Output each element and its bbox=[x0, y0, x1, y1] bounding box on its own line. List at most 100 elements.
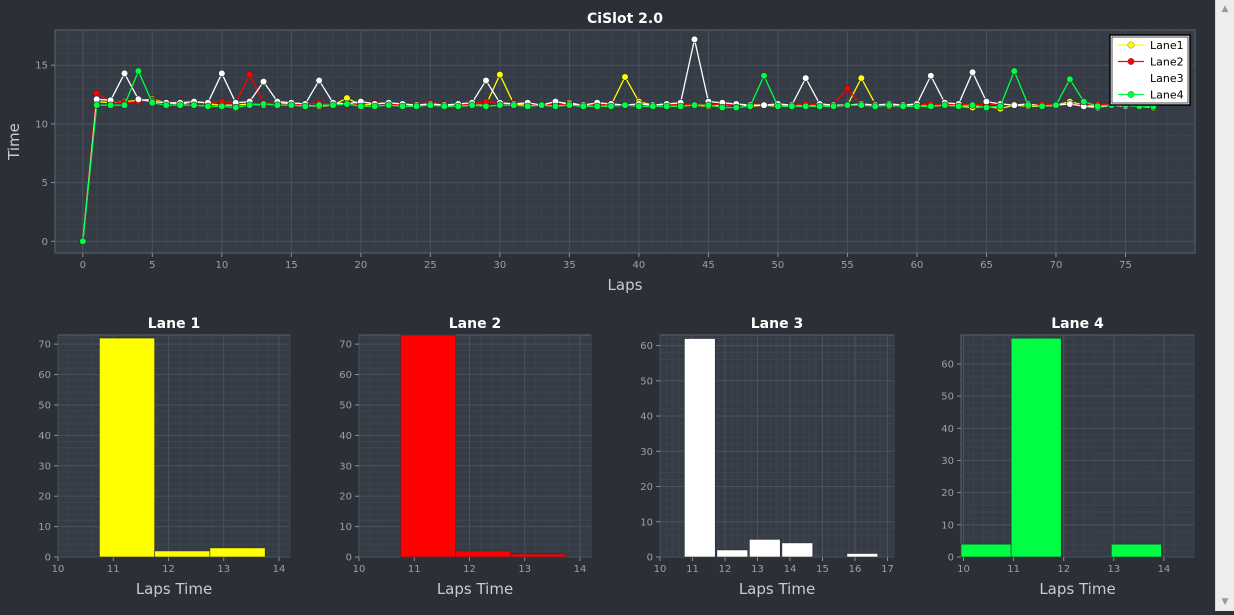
y-tick-label: 60 bbox=[640, 341, 653, 352]
y-tick-label: 10 bbox=[640, 517, 653, 528]
legend-label: Lane2 bbox=[1150, 56, 1184, 69]
bars bbox=[400, 334, 567, 558]
histogram-bar bbox=[716, 549, 749, 558]
y-tick-label: 10 bbox=[35, 119, 48, 130]
data-point bbox=[246, 70, 254, 79]
bars bbox=[99, 337, 266, 558]
y-tick-label: 70 bbox=[38, 340, 51, 351]
data-point bbox=[496, 70, 504, 79]
data-point bbox=[955, 102, 963, 110]
data-point bbox=[537, 101, 546, 109]
x-tick-label: 13 bbox=[518, 564, 531, 575]
y-tick-label: 60 bbox=[941, 359, 954, 370]
data-point bbox=[218, 69, 226, 78]
data-point bbox=[1052, 101, 1060, 109]
data-point bbox=[843, 101, 852, 109]
legend-marker bbox=[1127, 74, 1135, 82]
x-tick-label: 14 bbox=[1158, 564, 1171, 575]
data-point bbox=[482, 102, 490, 110]
y-tick-label: 20 bbox=[339, 492, 352, 503]
data-point bbox=[482, 76, 490, 85]
series-line bbox=[82, 39, 1154, 242]
data-point bbox=[802, 102, 810, 110]
data-point bbox=[468, 101, 476, 109]
scroll-down-icon[interactable]: ▼ bbox=[1221, 597, 1229, 607]
histogram-bar bbox=[400, 334, 456, 558]
legend-entry-Lane3: Lane3 bbox=[1118, 72, 1184, 85]
data-point bbox=[690, 101, 699, 109]
data-point bbox=[524, 102, 532, 110]
legend-marker bbox=[1127, 41, 1135, 49]
data-point bbox=[357, 102, 365, 110]
legend-marker bbox=[1127, 91, 1135, 98]
data-point bbox=[1024, 101, 1032, 109]
data-point bbox=[871, 102, 879, 110]
x-axis-label: Laps Time bbox=[1039, 580, 1115, 598]
data-point bbox=[120, 69, 129, 78]
data-point bbox=[134, 67, 143, 75]
chart-title: Lane 2 bbox=[449, 316, 501, 332]
data-point bbox=[190, 101, 198, 109]
histogram-bar bbox=[781, 542, 814, 558]
data-point bbox=[1010, 67, 1018, 75]
bars bbox=[684, 338, 879, 558]
data-point bbox=[454, 102, 462, 110]
x-tick-label: 50 bbox=[772, 260, 785, 271]
bars bbox=[960, 337, 1162, 558]
x-axis-label: Laps Time bbox=[136, 580, 212, 598]
data-point bbox=[885, 101, 893, 109]
data-point bbox=[134, 95, 143, 103]
data-point bbox=[259, 100, 268, 108]
x-tick-label: 35 bbox=[563, 260, 576, 271]
chart-title: Lane 4 bbox=[1051, 316, 1104, 332]
data-point bbox=[79, 237, 87, 245]
data-point bbox=[273, 101, 282, 109]
y-tick-label: 0 bbox=[346, 553, 352, 564]
x-tick-label: 55 bbox=[841, 260, 854, 271]
data-point bbox=[607, 102, 615, 110]
histogram-bar bbox=[510, 553, 567, 558]
y-tick-label: 60 bbox=[339, 370, 352, 381]
x-tick-label: 11 bbox=[408, 564, 421, 575]
data-point bbox=[120, 101, 129, 109]
histogram-bar bbox=[960, 543, 1012, 558]
chart-title: CiSlot 2.0 bbox=[587, 11, 663, 27]
x-tick-label: 10 bbox=[353, 564, 366, 575]
data-point bbox=[732, 103, 740, 112]
histogram-bar bbox=[209, 547, 266, 558]
y-tick-label: 50 bbox=[38, 400, 51, 411]
data-point bbox=[816, 102, 824, 110]
y-tick-label: 30 bbox=[38, 461, 51, 472]
data-point bbox=[913, 102, 921, 110]
legend-label: Lane4 bbox=[1150, 89, 1184, 102]
data-point bbox=[774, 102, 782, 110]
data-point bbox=[371, 102, 379, 110]
data-point bbox=[1066, 100, 1074, 108]
data-point bbox=[649, 102, 657, 110]
data-point bbox=[927, 72, 935, 80]
data-point bbox=[857, 101, 865, 109]
data-point bbox=[621, 73, 629, 81]
data-point bbox=[1066, 75, 1074, 83]
y-tick-label: 20 bbox=[640, 482, 653, 493]
x-tick-label: 11 bbox=[686, 564, 699, 575]
x-tick-label: 12 bbox=[1057, 564, 1070, 575]
x-tick-label: 14 bbox=[784, 564, 797, 575]
y-tick-label: 0 bbox=[948, 553, 954, 564]
y-tick-label: 60 bbox=[38, 370, 51, 381]
x-tick-label: 10 bbox=[654, 564, 667, 575]
x-tick-label: 20 bbox=[354, 260, 367, 271]
data-point bbox=[663, 102, 671, 110]
data-point bbox=[232, 103, 240, 112]
vertical-scrollbar[interactable]: ▲ ▼ bbox=[1215, 0, 1234, 611]
legend-label: Lane1 bbox=[1150, 39, 1184, 52]
scroll-up-icon[interactable]: ▲ bbox=[1221, 4, 1229, 14]
histogram-bar bbox=[846, 553, 879, 558]
histogram-bar bbox=[99, 337, 155, 558]
x-tick-label: 15 bbox=[285, 260, 298, 271]
data-point bbox=[1080, 97, 1088, 106]
x-tick-label: 11 bbox=[107, 564, 120, 575]
data-point bbox=[329, 101, 337, 109]
